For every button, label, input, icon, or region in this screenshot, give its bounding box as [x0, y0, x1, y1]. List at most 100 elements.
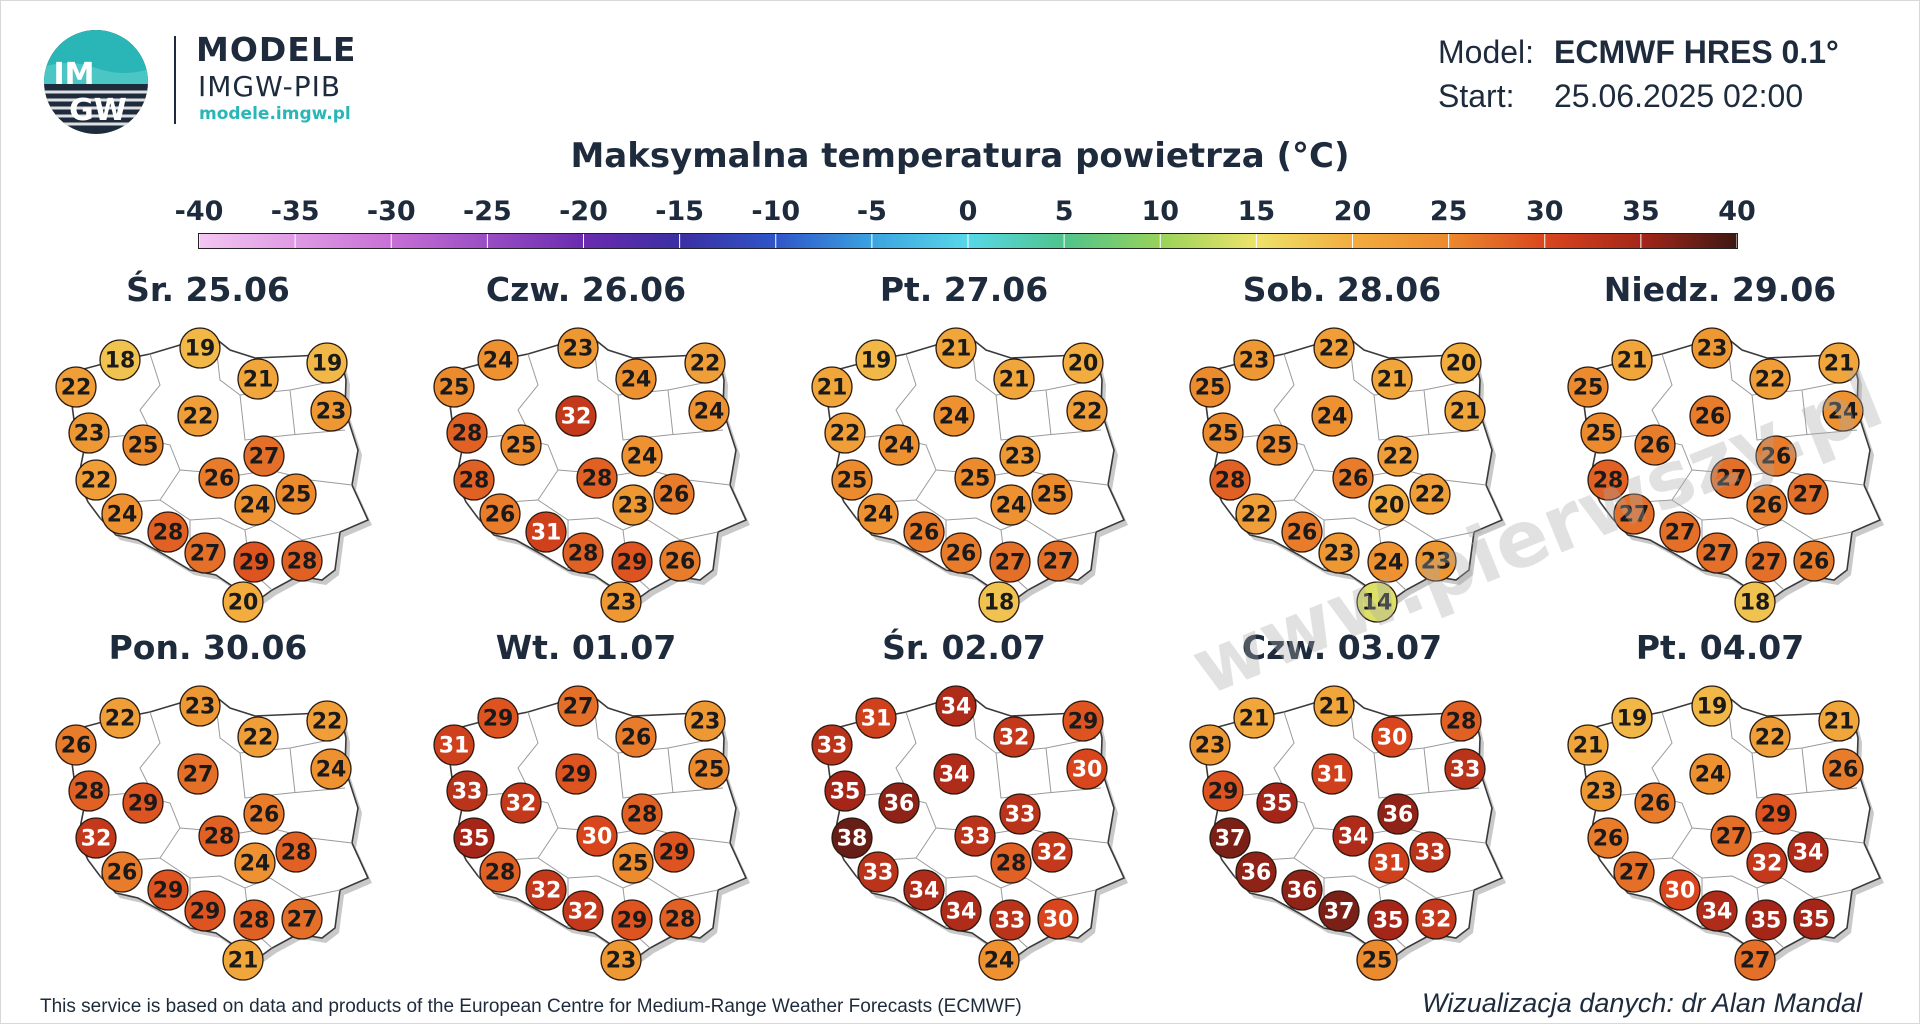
temperature-marker: 26: [198, 457, 240, 499]
colorbar: [198, 233, 1738, 249]
temperature-marker: 25: [1189, 366, 1231, 408]
voivodeship-border: [895, 353, 917, 431]
temperature-value: 24: [107, 503, 138, 528]
temperature-marker: 26: [1587, 817, 1629, 859]
temperature-value: 35: [459, 827, 490, 852]
temperature-circle: [122, 424, 164, 466]
temperature-marker: 26: [1793, 540, 1835, 582]
voivodeship-border: [1293, 499, 1405, 531]
temperature-marker: 22: [99, 697, 141, 739]
temperature-marker: 25: [500, 424, 542, 466]
temperature-marker: 27: [1710, 457, 1752, 499]
temperature-circle: [612, 842, 654, 884]
temperature-circle: [1444, 390, 1486, 432]
temperature-marker: 22: [55, 366, 97, 408]
temperature-value: 29: [659, 841, 690, 866]
temperature-marker: 22: [1313, 327, 1355, 369]
temperature-marker: 32: [993, 716, 1035, 758]
temperature-circle: [1745, 899, 1787, 941]
temperature-value: 32: [1037, 841, 1068, 866]
temperature-value: 30: [582, 825, 613, 850]
temperature-value: 26: [249, 803, 280, 828]
temperature-marker: 35: [1256, 782, 1298, 824]
temperature-circle: [1209, 459, 1251, 501]
temperature-value: 28: [627, 803, 658, 828]
temperature-value: 23: [1195, 734, 1226, 759]
forecast-panel: Śr. 25.06 22 18 19 19 23 21 23 25 22 22 27 24 26 25 24 2…: [40, 270, 376, 623]
voivodeship-border: [139, 711, 161, 789]
voivodeship-border: [1781, 519, 1853, 541]
temperature-value: 25: [1037, 483, 1068, 508]
temperature-circle: [1367, 899, 1409, 941]
temperature-circle: [1793, 898, 1835, 940]
temperature-circle: [1822, 748, 1864, 790]
voivodeship-border: [1423, 747, 1430, 794]
panel-day-label: Sob. 28.06: [1242, 270, 1442, 309]
temperature-marker: 24: [310, 748, 352, 790]
temperature-circle: [1580, 412, 1622, 454]
colorbar-tick-label: -40: [174, 196, 224, 227]
temperature-circle: [1611, 697, 1653, 739]
temperature-marker: 22: [1066, 390, 1108, 432]
temperature-marker: 28: [233, 899, 275, 941]
voivodeship-border: [1423, 389, 1430, 436]
temperature-marker: 37: [1318, 890, 1360, 932]
temperature-value: 24: [996, 494, 1027, 519]
temperature-circle: [857, 851, 899, 893]
temperature-value: 25: [128, 434, 159, 459]
temperature-marker: 26: [1746, 484, 1788, 526]
temperature-circle: [1332, 815, 1374, 857]
temperature-value: 26: [61, 734, 92, 759]
temperature-marker: 32: [555, 395, 597, 437]
temperature-circle: [177, 753, 219, 795]
temperature-circle: [525, 869, 567, 911]
temperature-circle: [1818, 700, 1860, 742]
temperature-circle: [978, 939, 1020, 981]
temperature-marker: 21: [1611, 339, 1653, 381]
brand-url[interactable]: modele.imgw.pl: [199, 104, 351, 124]
temperature-circle: [1587, 459, 1629, 501]
temperature-value: 30: [1377, 726, 1408, 751]
temperature-circle: [1037, 540, 1079, 582]
temperature-value: 31: [861, 707, 892, 732]
temperature-value: 26: [665, 550, 696, 575]
temperature-value: 26: [909, 521, 940, 546]
temperature-marker: 29: [147, 869, 189, 911]
brand-title: MODELE: [196, 30, 357, 69]
temperature-circle: [1062, 342, 1104, 384]
temperature-marker: 26: [1332, 457, 1374, 499]
temperature-value: 34: [1338, 825, 1369, 850]
temperature-marker: 29: [1755, 793, 1797, 835]
temperature-value: 29: [617, 909, 648, 934]
temperature-marker: 28: [68, 770, 110, 812]
temperature-marker: 32: [500, 782, 542, 824]
temperature-circle: [1368, 484, 1410, 526]
temperature-marker: 21: [1818, 342, 1860, 384]
temperature-marker: 23: [612, 484, 654, 526]
temperature-value: 22: [1755, 726, 1786, 751]
temperature-value: 26: [1640, 434, 1671, 459]
temperature-marker: 22: [684, 342, 726, 384]
temperature-circle: [1818, 342, 1860, 384]
temperature-circle: [243, 435, 285, 477]
temperature-marker: 25: [1567, 366, 1609, 408]
temperature-marker: 20: [1440, 342, 1482, 384]
temperature-circle: [621, 793, 663, 835]
voivodeship-border: [1671, 499, 1783, 531]
colorbar-tick-label: 30: [1525, 196, 1564, 227]
temperature-value: 28: [239, 909, 270, 934]
temperature-value: 29: [153, 879, 184, 904]
temperature-marker: 29: [184, 890, 226, 932]
panel-day-label: Pt. 04.07: [1635, 628, 1805, 667]
temperature-marker: 18: [99, 339, 141, 381]
temperature-marker: 22: [306, 700, 348, 742]
temperature-marker: 25: [612, 842, 654, 884]
temperature-marker: 21: [1444, 390, 1486, 432]
panel-day-label: Czw. 26.06: [485, 270, 687, 309]
temperature-marker: 36: [1281, 869, 1323, 911]
temperature-value: 18: [105, 349, 136, 374]
panel-day-label: Niedz. 29.06: [1603, 270, 1837, 309]
temperature-value: 26: [107, 861, 138, 886]
